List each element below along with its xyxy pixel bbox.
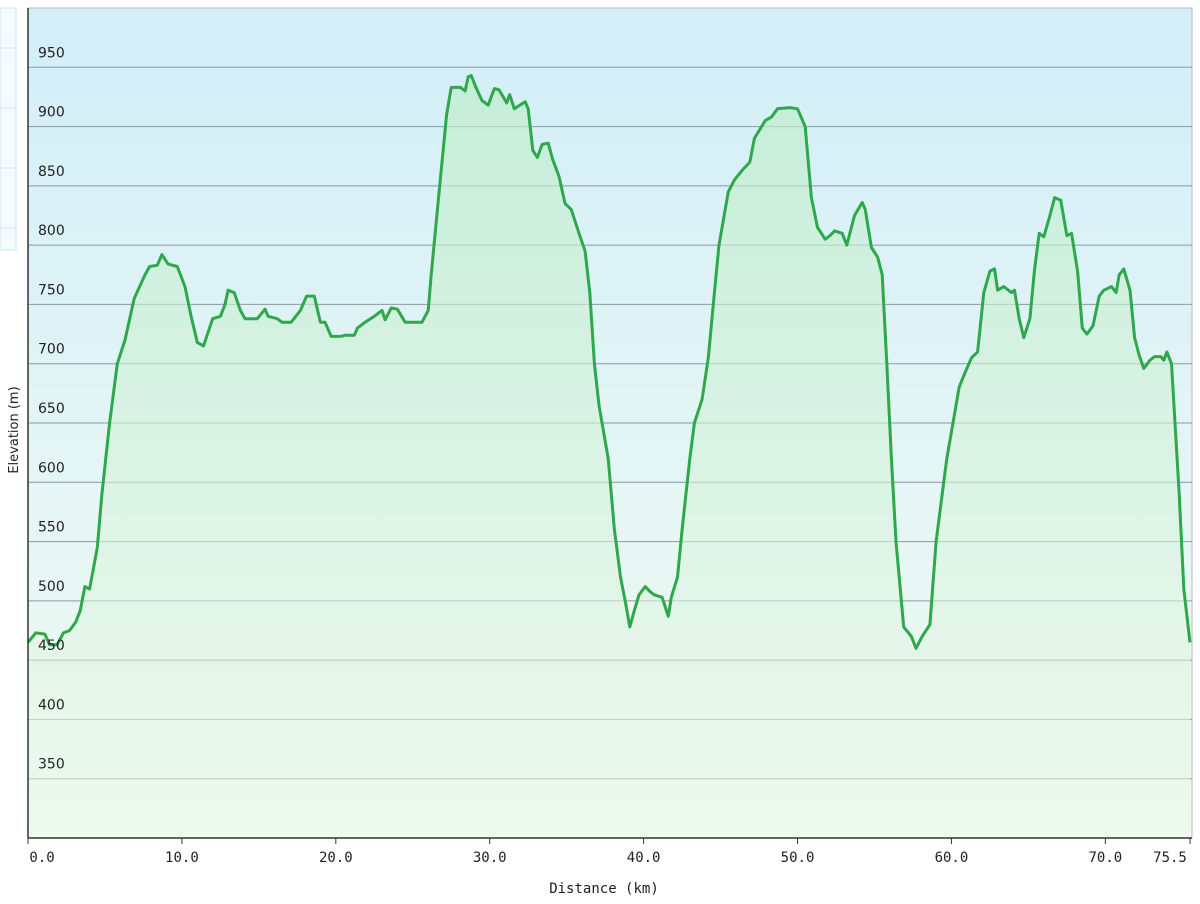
area-fill [28,75,1190,839]
y-tick-label: 600 [38,460,65,476]
y-tick-label: 850 [38,164,65,180]
y-tick-label: 500 [38,579,65,595]
y-tick-label: 400 [38,697,65,713]
y-tick-label: 800 [38,223,65,239]
x-tick-label: 0.0 [29,850,54,866]
x-tick-label: 20.0 [319,850,353,866]
x-tick-label: 30.0 [473,850,507,866]
y-tick-label: 750 [38,282,65,298]
y-tick-label: 700 [38,342,65,358]
x-tick-label: 50.0 [781,850,815,866]
x-tick-label: 40.0 [627,850,661,866]
y-tick-label: 900 [38,105,65,121]
elevation-line [26,74,1192,650]
x-tick-label: 70.0 [1088,850,1122,866]
x-tick-label: 10.0 [165,850,199,866]
x-tick-label: 75.5 [1153,850,1187,866]
x-axis-label: Distance (km) [549,881,659,897]
x-tick-label: 60.0 [935,850,969,866]
y-axis-label: Elevation (m) [7,386,22,473]
y-tick-label: 350 [38,757,65,773]
y-tick-label: 650 [38,401,65,417]
side-panel [0,7,17,251]
y-tick-label: 450 [38,638,65,654]
y-tick-label: 950 [38,45,65,61]
y-tick-label: 550 [38,520,65,536]
